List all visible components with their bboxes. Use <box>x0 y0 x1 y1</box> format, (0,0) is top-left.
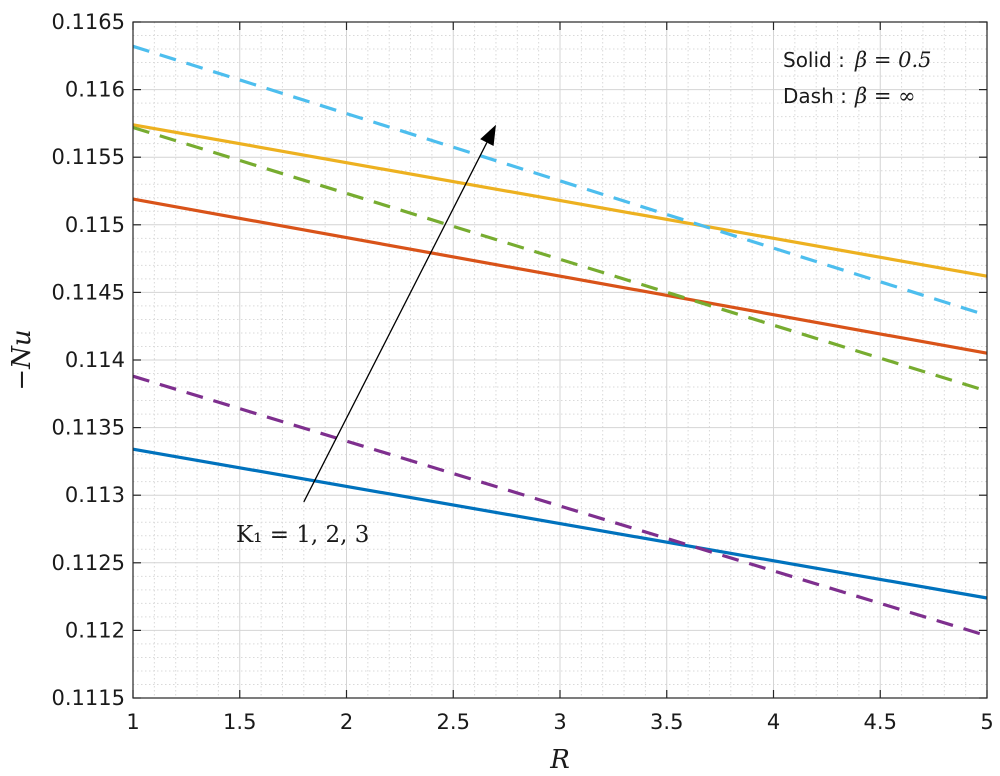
y-tick-label: 0.112 <box>65 618 125 642</box>
y-tick-label: 0.1155 <box>52 145 125 169</box>
x-axis-label: R <box>549 745 570 775</box>
x-tick-label: 5 <box>980 710 993 734</box>
y-tick-label: 0.115 <box>65 213 125 237</box>
legend-solid-label: Solid : <box>783 48 845 72</box>
x-tick-labels: 1 1.5 2 2.5 3 3.5 4 4.5 5 <box>126 710 993 734</box>
x-tick-label: 4.5 <box>864 710 897 734</box>
series-line-5 <box>132 125 988 393</box>
series-layer <box>132 44 988 638</box>
x-tick-label: 3 <box>553 710 566 734</box>
legend-dash-label: Dash : <box>783 84 847 108</box>
series-line-1 <box>132 447 988 600</box>
x-tick-label: 2.5 <box>437 710 470 734</box>
series-line-2 <box>132 197 988 355</box>
x-tick-label: 2 <box>340 710 353 734</box>
y-tick-label: 0.114 <box>65 348 125 372</box>
y-tick-label: 0.113 <box>65 483 125 507</box>
y-tick-label: 0.1135 <box>52 416 125 440</box>
y-tick-label: 0.1145 <box>52 280 125 304</box>
y-axis-label: −Nu <box>7 329 37 390</box>
y-tick-label: 0.116 <box>65 78 125 102</box>
minor-grid <box>133 22 987 698</box>
series-line-6 <box>132 44 988 317</box>
ticks-layer <box>132 21 988 699</box>
y-tick-label: 0.1125 <box>52 551 125 575</box>
x-tick-label: 4 <box>767 710 780 734</box>
y-tick-labels: 0.1115 0.112 0.1125 0.113 0.1135 0.114 0.1145 0… <box>52 10 125 710</box>
x-tick-label: 3.5 <box>650 710 683 734</box>
annotation-arrow <box>303 142 488 503</box>
legend: Solid : β = 0.5 Dash : β = ∞ <box>783 48 931 108</box>
legend-dash-math: β = ∞ <box>854 84 916 108</box>
x-tick-label: 1.5 <box>223 710 256 734</box>
legend-solid-math: β = 0.5 <box>854 48 931 72</box>
y-tick-label: 0.1115 <box>52 686 125 710</box>
annotation: K₁ = 1, 2, 3 <box>236 124 496 548</box>
series-line-3 <box>132 123 988 278</box>
annotation-arrowhead <box>480 124 496 146</box>
y-tick-label: 0.1165 <box>52 10 125 34</box>
x-tick-label: 1 <box>126 710 139 734</box>
annotation-label: K₁ = 1, 2, 3 <box>236 522 369 548</box>
series-line-4 <box>132 374 988 638</box>
